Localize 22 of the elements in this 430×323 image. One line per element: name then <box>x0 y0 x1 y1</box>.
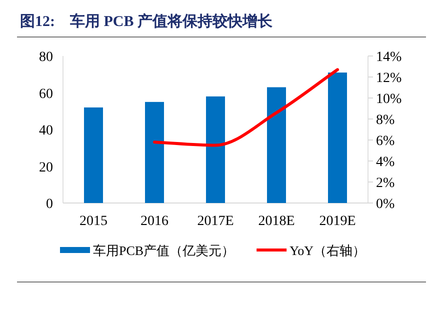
y2-tick-label: 6% <box>376 134 395 149</box>
line-series <box>153 68 339 147</box>
y2-tick-label: 14% <box>376 50 402 65</box>
legend-label: 车用PCB产值（亿美元） <box>93 243 235 258</box>
y2-tick-label: 0% <box>376 197 395 212</box>
x-tick-label: 2016 <box>140 214 168 229</box>
y2-tick-label: 4% <box>376 155 395 170</box>
legend-label: YoY（右轴） <box>290 243 366 258</box>
y2-tick-label: 12% <box>376 71 402 86</box>
x-tick-label: 2019E <box>319 214 356 229</box>
y-tick-label: 40 <box>39 124 53 138</box>
x-tick-label: 2017E <box>197 214 234 229</box>
y-tick-label: 80 <box>39 50 53 65</box>
y2-tick-label: 10% <box>376 92 402 107</box>
y2-tick-label: 8% <box>376 113 395 128</box>
y-tick-label: 0 <box>46 197 53 212</box>
x-tick-label: 2018E <box>258 214 295 229</box>
y-tick-label: 60 <box>39 86 53 102</box>
chart-title: 图12: 车用 PCB 产值将保持较快增长 <box>20 12 274 30</box>
y2-tick-label: 2% <box>376 176 395 191</box>
x-tick-label: 2015 <box>80 214 108 229</box>
y-tick-label: 20 <box>39 160 53 176</box>
